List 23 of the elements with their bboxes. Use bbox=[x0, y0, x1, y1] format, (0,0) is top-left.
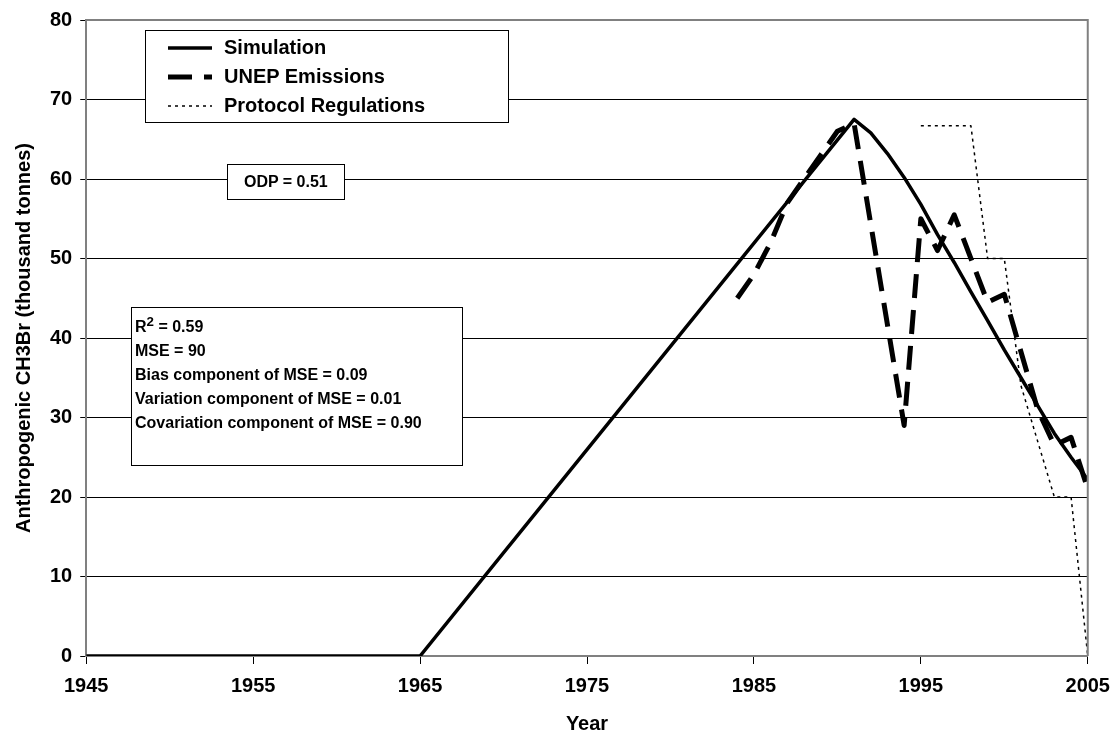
y-tick-label: 0 bbox=[61, 643, 73, 666]
x-tick-label: 1985 bbox=[731, 673, 777, 696]
x-tick-label: 1945 bbox=[64, 673, 109, 696]
text-box: R$^{2}$ = 0.59 MSE = 90 Bias component of MSE = 0.09 Variation component of MSE = 0.01 Covariation component of MSE = 0.90 bbox=[131, 307, 463, 467]
x-axis-title: Year bbox=[565, 711, 609, 734]
y-tick-label: 20 bbox=[50, 484, 73, 507]
x-tick-label: 1955 bbox=[230, 673, 276, 696]
y-tick-label: 30 bbox=[50, 405, 73, 428]
x-tick-label: 1965 bbox=[397, 673, 443, 696]
y-tick-label: 10 bbox=[50, 564, 73, 587]
y-tick-label: 60 bbox=[50, 166, 73, 189]
y-tick-label: 70 bbox=[50, 87, 73, 110]
y-tick-label: 50 bbox=[50, 246, 73, 269]
y-tick-label: 40 bbox=[50, 325, 73, 348]
legend-label: UNEP Emissions bbox=[224, 65, 385, 88]
text-box: ODP = 0.51 bbox=[227, 164, 345, 200]
legend-label: Protocol Regulations bbox=[224, 94, 426, 117]
y-axis-title: Anthropogenic CH3Br (thousand tonnes) bbox=[11, 143, 34, 533]
x-tick-label: 1975 bbox=[564, 673, 610, 696]
legend-label: Simulation bbox=[224, 36, 327, 59]
x-tick-label: 2005 bbox=[1065, 673, 1110, 696]
x-tick-label: 1995 bbox=[898, 673, 944, 696]
y-tick-label: 80 bbox=[50, 7, 73, 30]
